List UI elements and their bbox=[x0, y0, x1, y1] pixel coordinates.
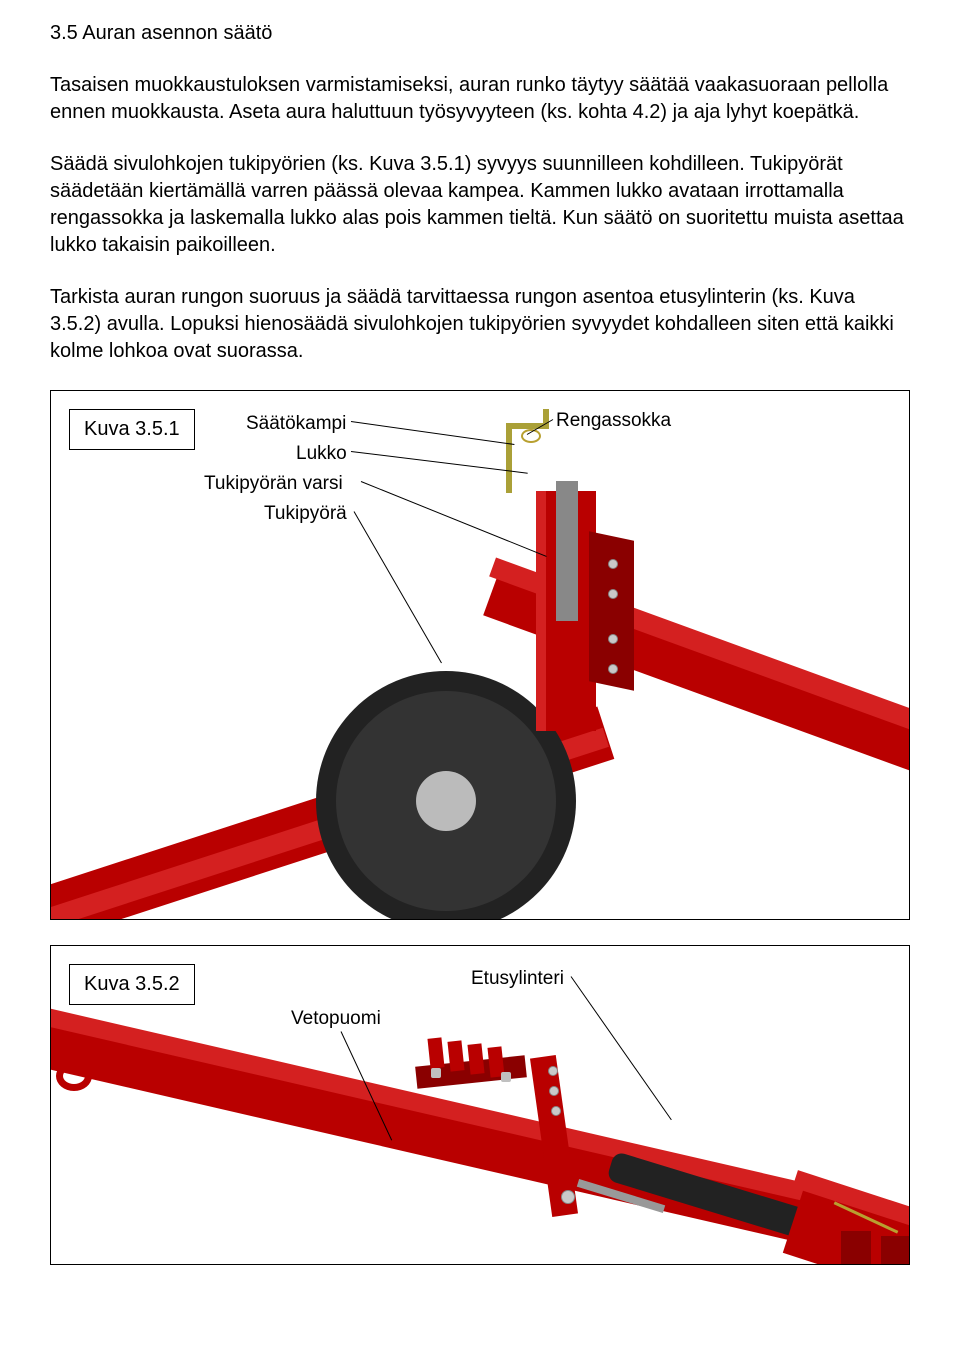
rear-bracket2 bbox=[881, 1236, 910, 1265]
label-tukipyoran-varsi: Tukipyörän varsi bbox=[204, 471, 343, 497]
paragraph-2: Säädä sivulohkojen tukipyörien (ks. Kuva… bbox=[50, 151, 910, 259]
section-heading: 3.5 Auran asennon säätö bbox=[50, 20, 910, 47]
wheel-arm-edge bbox=[536, 491, 546, 731]
paragraph-3: Tarkista auran rungon suoruus ja säädä t… bbox=[50, 284, 910, 365]
bolt bbox=[549, 1086, 559, 1096]
hitch-ring bbox=[56, 1061, 92, 1091]
figure-3-5-1: Kuva 3.5.1 Säätökampi Rengassokka Lukko … bbox=[50, 390, 910, 920]
bolt bbox=[551, 1106, 561, 1116]
label-rengassokka: Rengassokka bbox=[556, 408, 671, 434]
wheel-arm-inner bbox=[556, 481, 578, 621]
bolt bbox=[548, 1066, 558, 1076]
label-saatokampi: Säätökampi bbox=[246, 411, 346, 437]
comb-tooth bbox=[467, 1043, 484, 1074]
leader-line bbox=[361, 481, 547, 557]
label-etusylinteri: Etusylinteri bbox=[471, 966, 564, 992]
rear-bracket1 bbox=[841, 1231, 871, 1265]
cylinder-pin bbox=[561, 1190, 575, 1204]
drawbar-beam-top bbox=[50, 1005, 910, 1225]
label-vetopuomi: Vetopuomi bbox=[291, 1006, 381, 1032]
bolt bbox=[608, 664, 618, 674]
leader-line bbox=[571, 976, 672, 1120]
wing-nut bbox=[431, 1068, 441, 1078]
figure-caption-2: Kuva 3.5.2 bbox=[69, 964, 195, 1005]
leader-line bbox=[354, 511, 442, 663]
wheel-hub bbox=[416, 771, 476, 831]
leader-line bbox=[351, 451, 528, 474]
label-tukipyora: Tukipyörä bbox=[264, 501, 347, 527]
label-lukko: Lukko bbox=[296, 441, 347, 467]
comb-tooth bbox=[427, 1037, 444, 1068]
bolt bbox=[608, 559, 618, 569]
bolt bbox=[608, 589, 618, 599]
paragraph-1: Tasaisen muokkaustuloksen varmistamiseks… bbox=[50, 72, 910, 126]
figure-caption-1: Kuva 3.5.1 bbox=[69, 409, 195, 450]
wing-nut bbox=[501, 1072, 511, 1082]
crank-vertical bbox=[506, 423, 512, 493]
figure-3-5-2: Kuva 3.5.2 Etusylinteri Vetopuomi bbox=[50, 945, 910, 1265]
bolt bbox=[608, 634, 618, 644]
comb-tooth bbox=[447, 1040, 464, 1071]
text-content: 3.5 Auran asennon säätö Tasaisen muokkau… bbox=[0, 0, 960, 365]
leader-line bbox=[351, 421, 515, 445]
crank-handle bbox=[543, 409, 549, 429]
